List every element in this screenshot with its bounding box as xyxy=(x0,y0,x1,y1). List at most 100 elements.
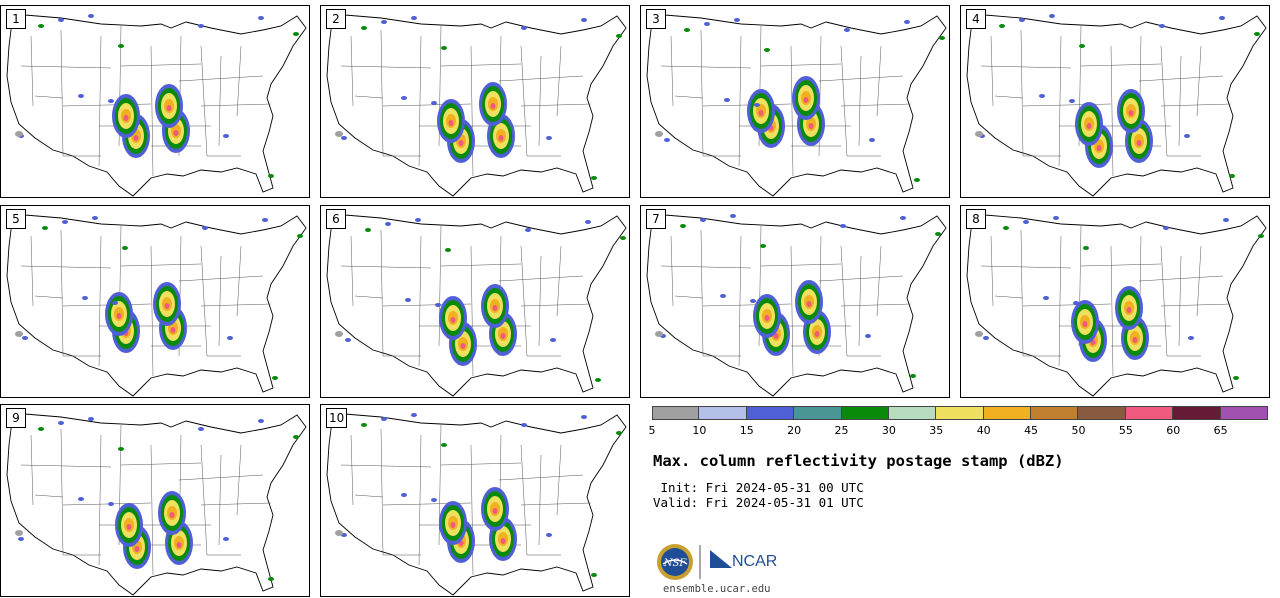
state-border xyxy=(700,229,704,357)
state-border xyxy=(1022,103,1112,107)
state-border xyxy=(470,45,474,177)
state-border xyxy=(120,462,202,466)
panel-number: 6 xyxy=(326,209,346,229)
ensemble-member-panel: 4 xyxy=(960,5,1270,198)
state-border xyxy=(30,35,34,107)
reflectivity-map xyxy=(326,412,627,596)
state-border xyxy=(350,235,354,307)
state-border xyxy=(120,263,202,267)
state-border xyxy=(994,95,1024,99)
state-border xyxy=(840,45,848,157)
state-border xyxy=(178,474,264,481)
state-border xyxy=(34,295,64,299)
state-border xyxy=(1160,103,1232,107)
state-border xyxy=(354,95,384,99)
state-border xyxy=(440,462,522,466)
state-border xyxy=(538,255,542,347)
panel-number: 4 xyxy=(966,9,986,29)
reflectivity-map xyxy=(6,213,307,397)
state-border xyxy=(30,235,34,307)
state-border xyxy=(218,255,222,347)
state-border xyxy=(670,35,674,107)
state-border xyxy=(520,502,592,506)
svg-text:NCAR: NCAR xyxy=(732,553,777,570)
state-border xyxy=(200,444,208,556)
colorbar-tick: 40 xyxy=(976,424,991,437)
state-border xyxy=(702,103,792,107)
ensemble-member-panel: 10 xyxy=(320,404,630,597)
state-border xyxy=(1160,45,1168,157)
colorbar-tick: 15 xyxy=(739,424,754,437)
state-border xyxy=(34,494,64,498)
reflectivity-map xyxy=(966,13,1267,197)
ensemble-member-panel: 5 xyxy=(0,205,310,398)
ncar-logo: NCAR xyxy=(706,544,786,578)
state-border xyxy=(738,235,742,367)
state-border xyxy=(98,35,102,167)
colorbar-tick: 45 xyxy=(1024,424,1039,437)
state-border xyxy=(60,229,64,357)
state-border xyxy=(556,45,562,117)
reflectivity-map xyxy=(326,213,627,397)
colorbar-segment xyxy=(1125,406,1174,420)
figure-title: Max. column reflectivity postage stamp (… xyxy=(653,452,1064,470)
colorbar-tick: 65 xyxy=(1213,424,1228,437)
state-border xyxy=(354,494,384,498)
state-border xyxy=(60,29,64,157)
colorbar-tick: 50 xyxy=(1071,424,1086,437)
colorbar-segment xyxy=(841,406,889,420)
colorbar-segment xyxy=(746,406,795,420)
state-border xyxy=(1058,35,1062,167)
state-border xyxy=(62,502,152,506)
state-border xyxy=(380,229,384,357)
colorbar-segment xyxy=(794,406,842,420)
state-border xyxy=(1022,303,1112,307)
state-border xyxy=(738,35,742,167)
colorbar-tick: 25 xyxy=(834,424,849,437)
ensemble-member-panel: 3 xyxy=(640,5,950,198)
coastline xyxy=(6,412,307,596)
state-border xyxy=(340,65,432,69)
reflectivity-map xyxy=(646,13,947,197)
state-border xyxy=(20,65,112,69)
state-border xyxy=(520,245,528,357)
colorbar-tick: 30 xyxy=(881,424,896,437)
logo-divider xyxy=(699,545,701,579)
state-border xyxy=(858,55,862,147)
state-border xyxy=(1020,229,1024,357)
state-border xyxy=(380,428,384,556)
state-border xyxy=(354,295,384,299)
state-border xyxy=(340,464,432,468)
state-border xyxy=(498,275,584,282)
state-border xyxy=(350,434,354,506)
state-border xyxy=(876,45,882,117)
state-border xyxy=(150,245,154,377)
colorbar-tick: 5 xyxy=(648,424,656,437)
state-border xyxy=(340,265,432,269)
colorbar-tick: 55 xyxy=(1118,424,1133,437)
state-border xyxy=(470,444,474,576)
colorbar-segment xyxy=(936,406,984,420)
colorbar-tick: 20 xyxy=(787,424,802,437)
state-border xyxy=(1080,263,1162,267)
panel-number: 9 xyxy=(6,408,26,428)
state-border xyxy=(858,255,862,347)
ensemble-member-panel: 2 xyxy=(320,5,630,198)
state-border xyxy=(120,63,202,67)
state-border xyxy=(418,35,422,167)
state-border xyxy=(178,75,264,82)
panel-number: 5 xyxy=(6,209,26,229)
colorbar-segment xyxy=(983,406,1032,420)
panel-number: 2 xyxy=(326,9,346,29)
colorbar-segment xyxy=(888,406,937,420)
reflectivity-map xyxy=(6,412,307,596)
state-border xyxy=(1058,235,1062,367)
coastline xyxy=(326,412,627,596)
colorbar-tick: 10 xyxy=(692,424,707,437)
state-border xyxy=(818,275,904,282)
colorbar-tick-labels: 5 10 15 20 25 30 35 40 45 50 55 60 65 xyxy=(648,424,1280,440)
state-border xyxy=(200,303,272,307)
colorbar-segment xyxy=(699,406,747,420)
state-border xyxy=(1178,55,1182,147)
state-border xyxy=(556,444,562,516)
